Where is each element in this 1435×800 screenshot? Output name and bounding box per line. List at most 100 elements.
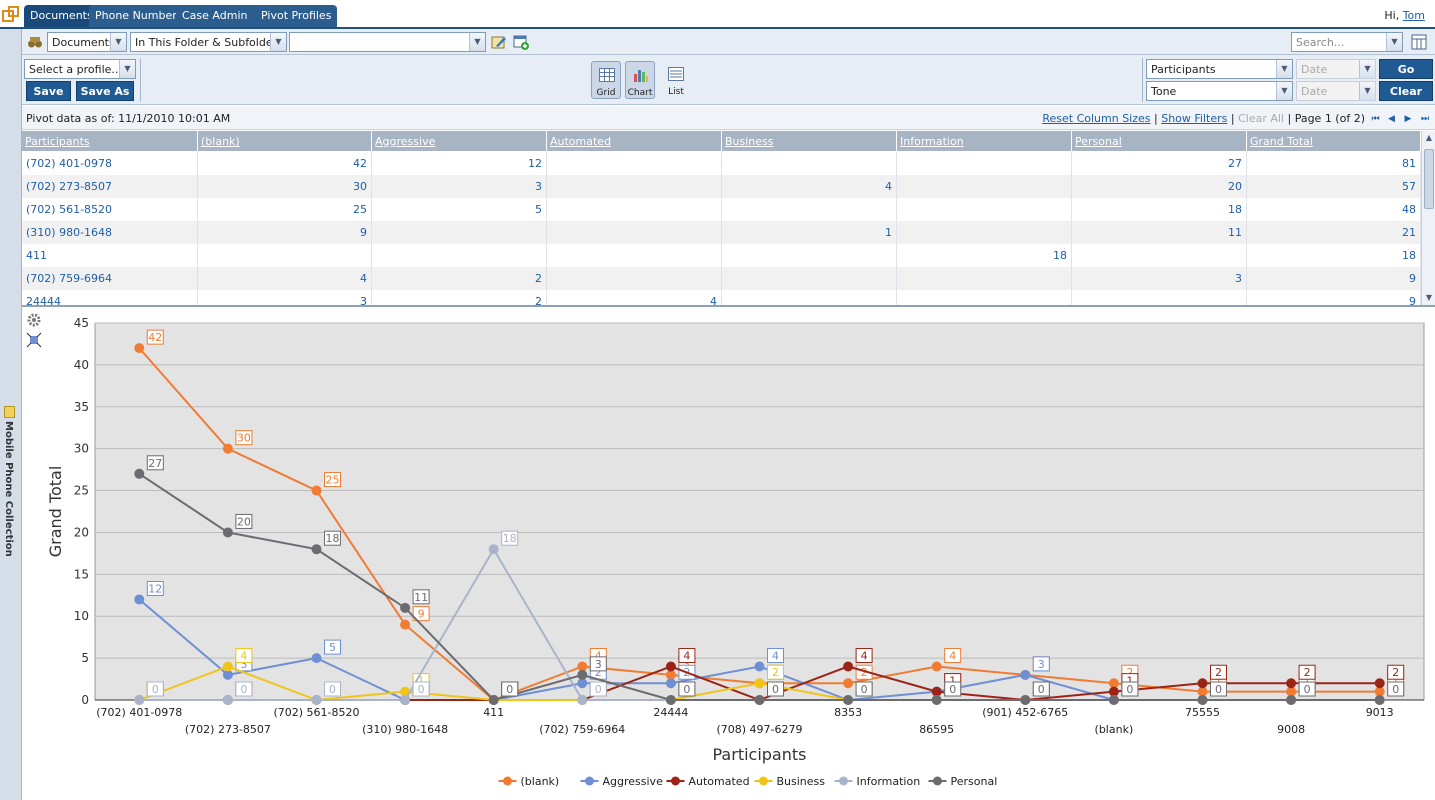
count-cell[interactable]: 48 <box>1247 198 1421 221</box>
data-point[interactable] <box>1108 686 1119 697</box>
binoculars-icon[interactable] <box>27 34 43 50</box>
data-point[interactable] <box>665 695 676 705</box>
data-point[interactable] <box>754 661 765 672</box>
participant-cell[interactable]: (702) 401-0978 <box>22 152 198 175</box>
data-point[interactable] <box>1108 695 1119 705</box>
count-cell[interactable]: 57 <box>1247 175 1421 198</box>
grid-scrollbar[interactable]: ▲ ▼ <box>1421 131 1435 305</box>
save-as-button[interactable]: Save As <box>76 81 134 101</box>
collapsed-sidebar[interactable]: Mobile Phone Collection <box>0 29 22 800</box>
date-to-select[interactable]: Date ▼ <box>1296 81 1376 101</box>
data-point[interactable] <box>1374 695 1385 705</box>
data-point[interactable] <box>1286 695 1297 705</box>
last-page-icon[interactable]: ⏭ <box>1421 114 1430 124</box>
data-point[interactable] <box>311 653 322 664</box>
participant-cell[interactable]: (702) 759-6964 <box>22 267 198 290</box>
legend-item-label[interactable]: Information <box>857 775 921 788</box>
table-row[interactable]: (702) 401-0978 42 12 27 81 <box>22 152 1421 175</box>
data-point[interactable] <box>400 695 411 705</box>
app-logo-icon[interactable] <box>2 5 20 23</box>
column-header[interactable]: Automated <box>547 131 722 151</box>
data-point[interactable] <box>134 594 145 605</box>
count-cell[interactable]: 2 <box>372 267 547 290</box>
data-point[interactable] <box>311 485 322 496</box>
folder-scope-select[interactable]: In This Folder & Subfolders ▼ <box>130 32 287 52</box>
legend-item-label[interactable]: Business <box>777 775 826 788</box>
column-header[interactable]: Aggressive <box>372 131 547 151</box>
next-page-icon[interactable]: ▶ <box>1404 114 1412 124</box>
table-row[interactable]: (702) 561-8520 25 5 18 48 <box>22 198 1421 221</box>
profile-select[interactable]: Select a profile... ▼ <box>24 59 136 79</box>
count-cell[interactable]: 18 <box>897 244 1072 267</box>
table-row[interactable]: (310) 980-1648 9 1 11 21 <box>22 221 1421 244</box>
scope-select[interactable]: Documents ▼ <box>47 32 127 52</box>
table-row[interactable]: 24444 3 2 4 9 <box>22 290 1421 305</box>
data-point[interactable] <box>222 695 233 705</box>
tab-phone-numbers[interactable]: Phone Numbers <box>89 5 189 27</box>
data-point[interactable] <box>577 669 588 680</box>
count-cell[interactable]: 30 <box>198 175 372 198</box>
count-cell[interactable]: 1 <box>722 221 897 244</box>
column-header[interactable]: Grand Total <box>1247 131 1421 151</box>
reset-column-sizes-link[interactable]: Reset Column Sizes <box>1042 112 1151 125</box>
data-point[interactable] <box>311 544 322 555</box>
row-field-select[interactable]: Participants ▼ <box>1146 59 1293 79</box>
column-header[interactable]: Participants <box>22 131 198 151</box>
tab-documents[interactable]: Documents <box>24 5 99 27</box>
data-point[interactable] <box>134 343 145 354</box>
data-point[interactable] <box>134 468 145 479</box>
data-point[interactable] <box>665 669 676 680</box>
data-point[interactable] <box>931 695 942 705</box>
previous-page-icon[interactable]: ◀ <box>1388 114 1395 124</box>
tab-pivot-profiles[interactable]: Pivot Profiles <box>255 5 338 27</box>
legend-item-label[interactable]: Aggressive <box>603 775 664 788</box>
count-cell[interactable]: 42 <box>198 152 372 175</box>
count-cell[interactable]: 5 <box>372 198 547 221</box>
grid-view-button[interactable]: Grid <box>591 61 621 99</box>
count-cell[interactable]: 21 <box>1247 221 1421 244</box>
save-button[interactable]: Save <box>26 81 71 101</box>
count-cell[interactable]: 3 <box>1072 267 1247 290</box>
column-header[interactable]: Personal <box>1072 131 1247 151</box>
count-cell[interactable]: 2 <box>372 290 547 305</box>
path-select[interactable]: ▼ <box>289 32 486 52</box>
expand-chart-icon[interactable] <box>26 332 42 348</box>
data-point[interactable] <box>222 443 233 454</box>
data-point[interactable] <box>843 678 854 689</box>
legend-item-label[interactable]: Automated <box>689 775 750 788</box>
data-point[interactable] <box>400 619 411 630</box>
chart-settings-gear-icon[interactable] <box>26 312 42 328</box>
count-cell[interactable]: 4 <box>198 267 372 290</box>
data-point[interactable] <box>665 661 676 672</box>
show-filters-link[interactable]: Show Filters <box>1161 112 1228 125</box>
column-header[interactable]: Business <box>722 131 897 151</box>
count-cell[interactable]: 4 <box>722 175 897 198</box>
participant-cell[interactable]: 411 <box>22 244 198 267</box>
chart-view-button[interactable]: Chart <box>625 61 655 99</box>
data-point[interactable] <box>222 669 233 680</box>
new-search-icon[interactable] <box>513 34 529 50</box>
first-page-icon[interactable]: ⏮ <box>1371 114 1380 124</box>
data-point[interactable] <box>1374 678 1385 689</box>
legend-item-label[interactable]: Personal <box>951 775 998 788</box>
tab-case-admin[interactable]: Case Admin▼ <box>176 5 266 27</box>
data-point[interactable] <box>400 602 411 613</box>
user-name-link[interactable]: Tom <box>1402 9 1425 22</box>
count-cell[interactable]: 25 <box>198 198 372 221</box>
count-cell[interactable]: 20 <box>1072 175 1247 198</box>
count-cell[interactable]: 11 <box>1072 221 1247 244</box>
data-point[interactable] <box>577 678 588 689</box>
data-point[interactable] <box>1197 686 1208 697</box>
clear-all-link[interactable]: Clear All <box>1238 112 1284 125</box>
data-point[interactable] <box>222 527 233 538</box>
data-point[interactable] <box>134 695 145 705</box>
data-point[interactable] <box>488 695 499 705</box>
scroll-up-icon[interactable]: ▲ <box>1425 133 1433 142</box>
table-row[interactable]: 411 18 18 <box>22 244 1421 267</box>
column-field-select[interactable]: Tone ▼ <box>1146 81 1293 101</box>
data-point[interactable] <box>1108 678 1119 689</box>
count-cell[interactable]: 9 <box>1247 290 1421 305</box>
table-row[interactable]: (702) 273-8507 30 3 4 20 57 <box>22 175 1421 198</box>
edit-search-icon[interactable] <box>491 34 507 50</box>
scroll-down-icon[interactable]: ▼ <box>1425 293 1433 302</box>
